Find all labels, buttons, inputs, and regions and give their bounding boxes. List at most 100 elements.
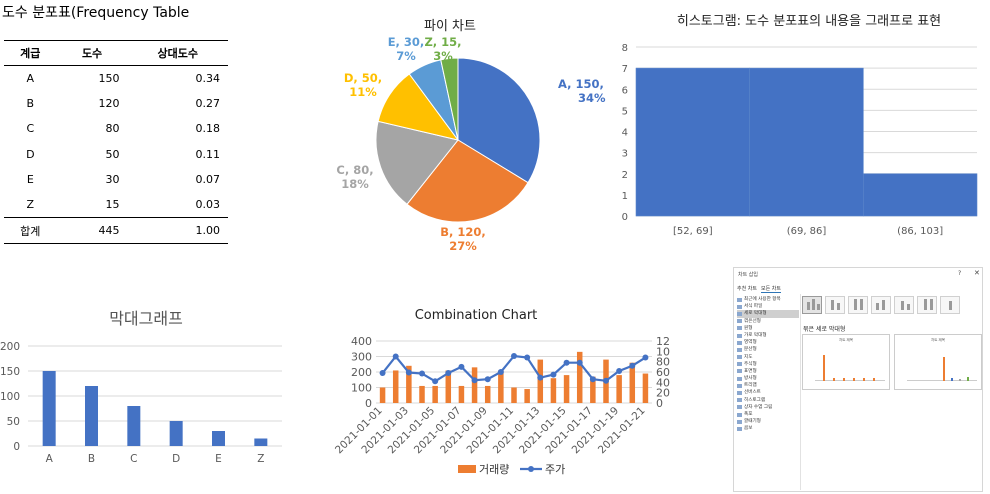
chart-type-item[interactable]: 지도 bbox=[737, 354, 799, 361]
histogram-title: 히스토그램: 도수 분포표의 내용을 그래프로 표현 bbox=[677, 14, 941, 29]
chart-type-label: 최근에 사용한 항목 bbox=[744, 297, 781, 302]
chart-type-icon bbox=[737, 426, 742, 431]
bar-y-tick: 50 bbox=[7, 416, 20, 428]
combo-y-tick-right: 0 bbox=[656, 397, 663, 410]
chart-type-item[interactable]: 상자 수염 그림 bbox=[737, 404, 799, 411]
combo-y-tick-left: 200 bbox=[351, 366, 372, 379]
chart-type-icon bbox=[737, 333, 742, 338]
combo-y-tick-left: 400 bbox=[351, 335, 372, 348]
pie-slice-a bbox=[457, 57, 541, 184]
bar-e bbox=[212, 431, 225, 446]
chart-type-item[interactable]: 콤보 bbox=[737, 425, 799, 432]
header-frequency: 도수 bbox=[56, 40, 128, 66]
combo-price-point bbox=[603, 377, 609, 384]
thumb-3d-stacked-column[interactable] bbox=[894, 296, 914, 314]
combo-price-point bbox=[616, 367, 623, 374]
chart-type-label: 히스토그램 bbox=[744, 397, 766, 403]
thumb-3d-column[interactable] bbox=[940, 296, 960, 314]
chart-type-item[interactable]: 표면형 bbox=[737, 368, 799, 375]
bar-x-tick: E bbox=[215, 453, 222, 465]
combo-price-point bbox=[379, 370, 386, 377]
thumb-3d-clustered-column[interactable] bbox=[871, 296, 891, 314]
histogram-y-tick: 7 bbox=[622, 64, 628, 75]
combo-y-tick-left: 0 bbox=[365, 397, 372, 410]
chart-type-label: 상자 수염 그림 bbox=[744, 404, 773, 410]
bar-x-tick: A bbox=[46, 453, 54, 465]
chart-type-icon bbox=[737, 405, 742, 410]
chart-type-item[interactable]: 트리맵 bbox=[737, 382, 799, 389]
thumb-clustered-column[interactable] bbox=[802, 296, 822, 314]
thumb-3d-100-stacked-column[interactable] bbox=[917, 296, 937, 314]
combo-price-point bbox=[576, 359, 583, 366]
chart-type-item[interactable]: 영역형 bbox=[737, 339, 799, 346]
frequency-cell: 30 bbox=[105, 172, 120, 186]
chart-type-label: 폭포 bbox=[744, 412, 753, 417]
help-icon[interactable]: ? bbox=[958, 270, 962, 277]
chart-type-label: 깔때기형 bbox=[744, 419, 761, 425]
preview-bar bbox=[853, 378, 855, 381]
chart-type-icon bbox=[737, 398, 742, 403]
pie-chart: 파이 차트 A, 150, 34% B, 120, 27% C, 80, 18% D, 50… bbox=[336, 19, 606, 253]
combo-volume-bar bbox=[642, 373, 649, 403]
relative-frequency-cell: 0.27 bbox=[195, 97, 221, 111]
legend-volume-swatch bbox=[458, 465, 476, 473]
chart-type-icon bbox=[737, 304, 742, 309]
frequency-cell: 445 bbox=[56, 217, 128, 245]
class-cell: Z bbox=[26, 198, 35, 212]
tab-recommended-charts[interactable]: 추천 차트 bbox=[737, 286, 757, 292]
table-row: C 80 0.18 bbox=[4, 116, 228, 141]
chart-type-icon bbox=[737, 311, 742, 316]
chart-type-icon bbox=[737, 369, 742, 374]
pie-data-label: D, 50, 11% bbox=[344, 71, 382, 99]
table-row: Z 15 0.03 bbox=[4, 192, 228, 218]
chart-type-icon bbox=[737, 376, 742, 381]
class-cell: A bbox=[26, 72, 35, 86]
combo-volume-bar bbox=[537, 359, 544, 403]
chart-type-item[interactable]: 선버스트 bbox=[737, 389, 799, 396]
chart-type-label: 원형 bbox=[744, 325, 753, 331]
thumb-stacked-column[interactable] bbox=[825, 296, 845, 314]
bar-y-tick: 0 bbox=[13, 441, 20, 453]
preview-bar bbox=[843, 378, 845, 381]
chart-type-item[interactable]: 세로 막대형 bbox=[737, 310, 799, 318]
combo-price-point bbox=[445, 370, 452, 377]
chart-type-icon bbox=[737, 362, 742, 367]
chart-type-item[interactable]: 분산형 bbox=[737, 346, 799, 353]
chart-preview-2[interactable]: 차트 제목 bbox=[894, 334, 982, 390]
thumb-100-stacked-column[interactable] bbox=[848, 296, 868, 314]
close-icon[interactable]: ✕ bbox=[974, 269, 980, 277]
preview-bar bbox=[863, 378, 865, 381]
tab-all-charts[interactable]: 모든 차트 bbox=[761, 286, 781, 293]
combo-y-tick-right: 40 bbox=[656, 376, 670, 389]
chart-type-icon bbox=[737, 297, 742, 302]
chart-type-label: 트리맵 bbox=[744, 383, 757, 389]
table-row: E 30 0.07 bbox=[4, 167, 228, 192]
chart-type-item[interactable]: 최근에 사용한 항목 bbox=[737, 296, 799, 303]
chart-type-item[interactable]: 원형 bbox=[737, 325, 799, 332]
chart-type-item[interactable]: 방사형 bbox=[737, 375, 799, 382]
chart-type-item[interactable]: 깔때기형 bbox=[737, 418, 799, 425]
frequency-table: 계급 도수 상대도수 A 150 0.34 B 120 0.27 C 80 0.18 D 50 0.1… bbox=[4, 40, 228, 245]
preview-chart-title: 차트 제목 bbox=[839, 338, 853, 342]
chart-type-icon bbox=[737, 383, 742, 388]
histogram-x-tick: [52, 69] bbox=[673, 226, 713, 237]
bar-x-tick: C bbox=[130, 453, 137, 465]
combo-price-point bbox=[550, 371, 557, 378]
chart-type-item[interactable]: 주식형 bbox=[737, 361, 799, 368]
combo-volume-bar bbox=[590, 376, 596, 403]
chart-type-item[interactable]: 폭포 bbox=[737, 411, 799, 418]
legend-price-marker bbox=[528, 466, 534, 472]
combo-price-point bbox=[392, 353, 399, 360]
chart-type-item[interactable]: 히스토그램 bbox=[737, 397, 799, 404]
combo-price-point bbox=[471, 377, 478, 384]
class-cell: E bbox=[26, 172, 34, 186]
combo-volume-bar bbox=[471, 367, 478, 403]
pie-data-label: E, 30, 7% bbox=[388, 35, 425, 63]
histogram-bar bbox=[635, 67, 750, 217]
chart-type-item[interactable]: 서식 파일 bbox=[737, 303, 799, 310]
chart-type-item[interactable]: 가로 막대형 bbox=[737, 332, 799, 339]
preview-bar bbox=[967, 377, 969, 381]
chart-preview-1[interactable]: 차트 제목 bbox=[802, 334, 890, 390]
chart-type-item[interactable]: 꺾은선형 bbox=[737, 318, 799, 325]
bar-d bbox=[169, 421, 183, 446]
